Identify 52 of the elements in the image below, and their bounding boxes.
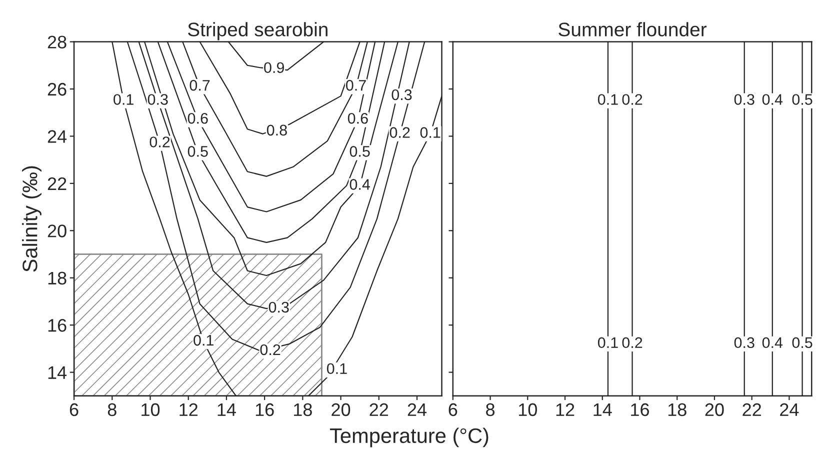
x-tick-label: 10: [518, 403, 537, 416]
x-axis-title: Temperature (°C): [330, 428, 488, 448]
y-tick-label: 20: [48, 224, 66, 238]
x-tick-label: 24: [408, 403, 427, 416]
y-tick-label: 26: [48, 82, 66, 96]
x-tick-label: 10: [142, 403, 160, 416]
x-tick-label: 22: [370, 403, 388, 416]
x-tick-label: 12: [556, 403, 574, 416]
x-tick-label: 14: [594, 403, 612, 416]
chart-title: Striped searobin: [188, 22, 328, 40]
y-tick-label: 14: [48, 366, 67, 379]
annotation: 0.4: [762, 94, 783, 105]
annotation: 0.8: [266, 124, 287, 136]
y-tick-label: 24: [48, 130, 67, 143]
annotation: 0.9: [264, 62, 284, 74]
annotation: 0.1: [598, 94, 618, 105]
annotation: 0.5: [188, 146, 208, 157]
x-tick-label: 8: [486, 403, 495, 416]
annotation: 0.3: [268, 302, 289, 313]
annotation: 0.7: [190, 80, 210, 91]
y-tick-label: 16: [48, 319, 66, 332]
annotation: 0.2: [150, 136, 170, 148]
x-tick-label: 8: [108, 403, 116, 416]
y-tick-label: 28: [48, 36, 66, 48]
x-tick-label: 6: [448, 403, 458, 416]
annotation: 0.2: [260, 344, 280, 356]
x-tick-label: 18: [294, 403, 312, 416]
annotation: 0.3: [734, 337, 754, 348]
y-axis-title: Salinity (‰): [22, 166, 42, 272]
x-tick-label: 22: [742, 403, 761, 416]
y-tick-label: 22: [48, 177, 66, 190]
y-tick-label: 18: [48, 272, 66, 285]
x-tick-label: 24: [780, 403, 799, 416]
annotation: 0.2: [622, 94, 642, 105]
x-tick-label: 18: [668, 403, 686, 416]
annotation: 0.5: [792, 94, 812, 105]
x-tick-label: 14: [218, 403, 236, 416]
annotation: 0.1: [114, 94, 134, 105]
x-tick-label: 20: [332, 403, 350, 416]
annotation: 0.1: [598, 337, 618, 348]
annotation: 0.3: [392, 89, 412, 100]
annotation: 0.4: [762, 337, 783, 348]
annotation: 0.2: [622, 337, 642, 348]
annotation: 0.5: [792, 337, 812, 348]
x-tick-label: 16: [256, 403, 274, 416]
x-tick-label: 16: [631, 403, 649, 416]
annotation: 0.3: [734, 94, 754, 105]
annotation: 0.1: [326, 363, 347, 374]
x-tick-label: 6: [70, 403, 78, 416]
x-tick-label: 20: [705, 403, 724, 416]
x-tick-label: 12: [180, 403, 198, 416]
chart-title: Summer flounder: [558, 22, 707, 36]
